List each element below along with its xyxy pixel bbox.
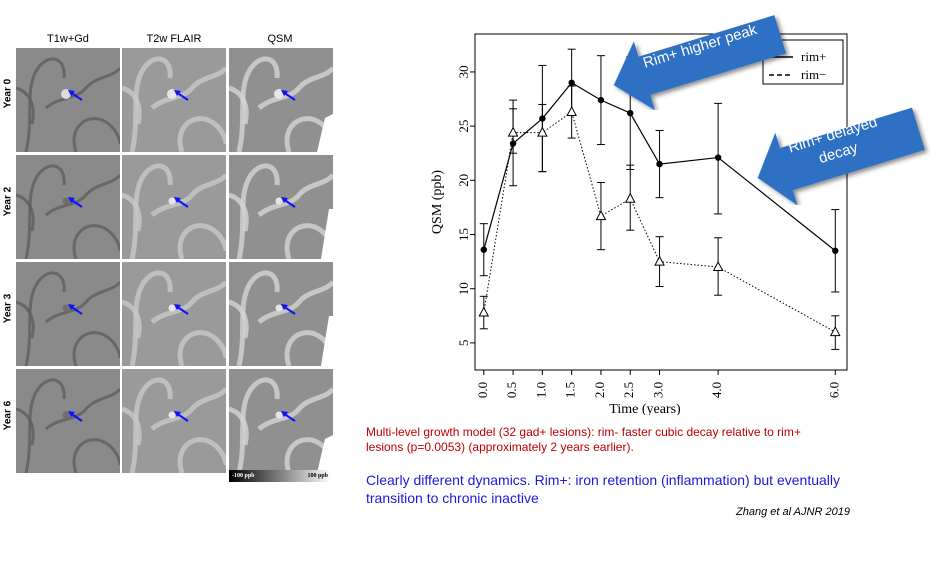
data-point-rim-minus [507,126,519,137]
mri-tile [229,369,333,473]
column-header-qsm: QSM [267,33,293,45]
column-header-t2w-flair: T2w FLAIR [146,33,202,45]
mri-tile [122,155,226,259]
series-line-rim-minus [483,111,836,333]
mri-tile [16,262,120,366]
mri-tile [229,48,333,152]
data-point-rim-minus [595,210,607,221]
x-tick-label: 2.5 [621,382,636,398]
x-tick-label: 2.0 [592,382,607,398]
data-point-rim-minus [654,255,665,266]
x-tick-label: 0.0 [475,382,490,398]
mri-tile [229,155,333,259]
y-tick-label: 5 [456,340,471,347]
mri-tile [16,369,120,473]
x-tick-label: 6.0 [826,382,841,398]
row-label-year-0: Year 0 [2,78,14,109]
data-point-rim-plus [568,79,575,86]
y-axis-label: QSM (ppb) [430,170,445,235]
x-tick-label: 1.0 [533,382,548,398]
error-bar-rim-minus [538,103,547,173]
mri-tile [122,48,226,152]
y-axis-ticks: 5 10 15 20 25 30 [456,65,475,346]
y-tick-label: 15 [456,228,471,241]
mri-tile [122,369,226,473]
callout-decay-arrow [757,107,925,205]
legend-label-rim-minus: rim− [801,67,826,82]
x-tick-label: 3.0 [651,382,666,398]
row-label-year-3: Year 3 [2,293,14,324]
mri-figure-panel: T1w+Gd T2w FLAIR QSM Year 0 Year 2 Year … [0,0,340,485]
data-point-rim-plus [832,247,839,254]
x-tick-label: 0.5 [504,382,519,398]
model-note: Multi-level growth model (32 gad+ lesion… [366,425,801,454]
data-point-rim-minus [624,192,636,203]
data-point-rim-minus [712,260,724,272]
series-group [478,48,841,350]
x-tick-label: 4.0 [709,382,724,398]
data-point-rim-plus [714,154,722,161]
data-point-rim-plus [656,160,663,168]
mri-tile [122,262,226,366]
y-tick-label: 30 [456,65,471,78]
y-tick-label: 20 [456,174,471,187]
column-header-t1w-gd: T1w+Gd [47,33,89,45]
y-tick-label: 25 [456,120,471,133]
x-axis-label: Time (years) [609,402,681,415]
data-point-rim-minus [566,105,577,117]
legend-label-rim-plus: rim+ [801,49,826,64]
colorbar-max-label: 100 ppb [307,473,328,479]
mri-tile [16,155,120,259]
y-tick-label: 10 [456,282,471,295]
data-point-rim-minus [537,126,548,137]
data-point-rim-plus [627,109,634,117]
qsm-colorbar: -100 ppb 100 ppb [229,470,331,482]
mri-tile [16,48,120,152]
data-point-rim-minus [478,306,490,317]
plot-area [474,33,848,371]
x-axis-ticks: 0.0 0.5 1.0 1.5 2.0 2.5 3.0 4.0 6.0 [475,370,841,398]
dynamics-note: Clearly different dynamics. Rim+: iron r… [366,472,841,506]
mri-tile [229,262,333,366]
citation: Zhang et al AJNR 2019 [736,506,850,518]
data-point-rim-plus [480,246,487,253]
data-point-rim-plus [597,96,605,104]
x-tick-label: 1.5 [563,382,578,398]
callout-peak-arrow [613,15,787,110]
row-label-year-6: Year 6 [2,400,14,431]
data-point-rim-minus [829,325,841,337]
row-label-year-2: Year 2 [2,186,14,217]
colorbar-min-label: -100 ppb [232,473,255,479]
